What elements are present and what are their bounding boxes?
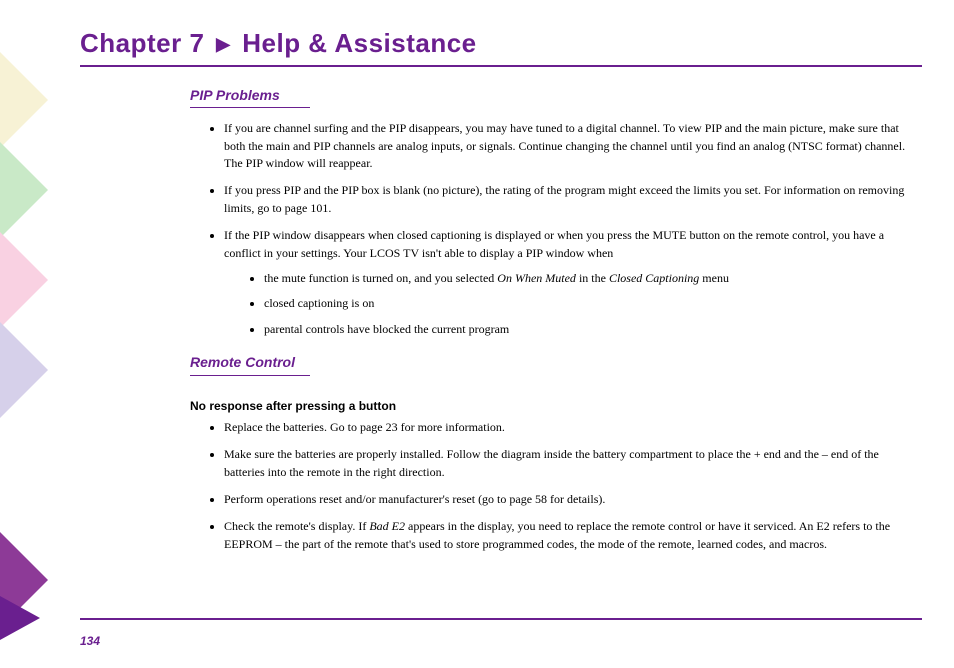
sub-list: the mute function is turned on, and you … [224, 270, 912, 338]
chapter-arrow-icon: ▶ [216, 34, 230, 54]
list-item: If you press PIP and the PIP box is blan… [224, 182, 912, 217]
sub-list-item: parental controls have blocked the curre… [264, 321, 912, 338]
list-item: Make sure the batteries are properly ins… [224, 446, 912, 481]
chapter-prefix: Chapter 7 [80, 28, 204, 58]
list-item: Check the remote's display. If Bad E2 ap… [224, 518, 912, 553]
title-rule [80, 65, 922, 67]
sub-list-item: the mute function is turned on, and you … [264, 270, 912, 287]
list-item: If you are channel surfing and the PIP d… [224, 120, 912, 172]
chapter-name: Help & Assistance [242, 28, 476, 58]
left-decorative-shapes [0, 0, 60, 668]
page-container: Chapter 7 ▶ Help & Assistance PIP Proble… [80, 28, 922, 648]
list-text: If the PIP window disappears when closed… [224, 228, 884, 259]
content-area: PIP Problems If you are channel surfing … [190, 85, 912, 553]
list-item: Perform operations reset and/or manufact… [224, 491, 912, 508]
section-heading: Remote Control [190, 352, 310, 375]
section-heading: PIP Problems [190, 85, 310, 108]
sub-heading: No response after pressing a button [190, 398, 912, 415]
pip-list: If you are channel surfing and the PIP d… [190, 120, 912, 338]
remote-list: Replace the batteries. Go to page 23 for… [190, 419, 912, 553]
sub-list-item: closed captioning is on [264, 295, 912, 312]
page-number: 134 [80, 634, 100, 648]
chapter-title: Chapter 7 ▶ Help & Assistance [80, 28, 922, 59]
section-remote: Remote Control No response after pressin… [190, 352, 912, 553]
section-pip: PIP Problems If you are channel surfing … [190, 85, 912, 338]
footer-rule [80, 618, 922, 620]
list-item: If the PIP window disappears when closed… [224, 227, 912, 338]
list-item: Replace the batteries. Go to page 23 for… [224, 419, 912, 436]
